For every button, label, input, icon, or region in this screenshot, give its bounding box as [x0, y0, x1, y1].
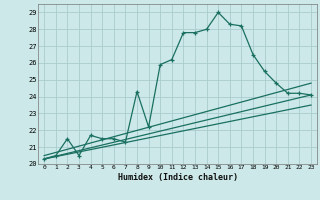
X-axis label: Humidex (Indice chaleur): Humidex (Indice chaleur) — [118, 173, 238, 182]
